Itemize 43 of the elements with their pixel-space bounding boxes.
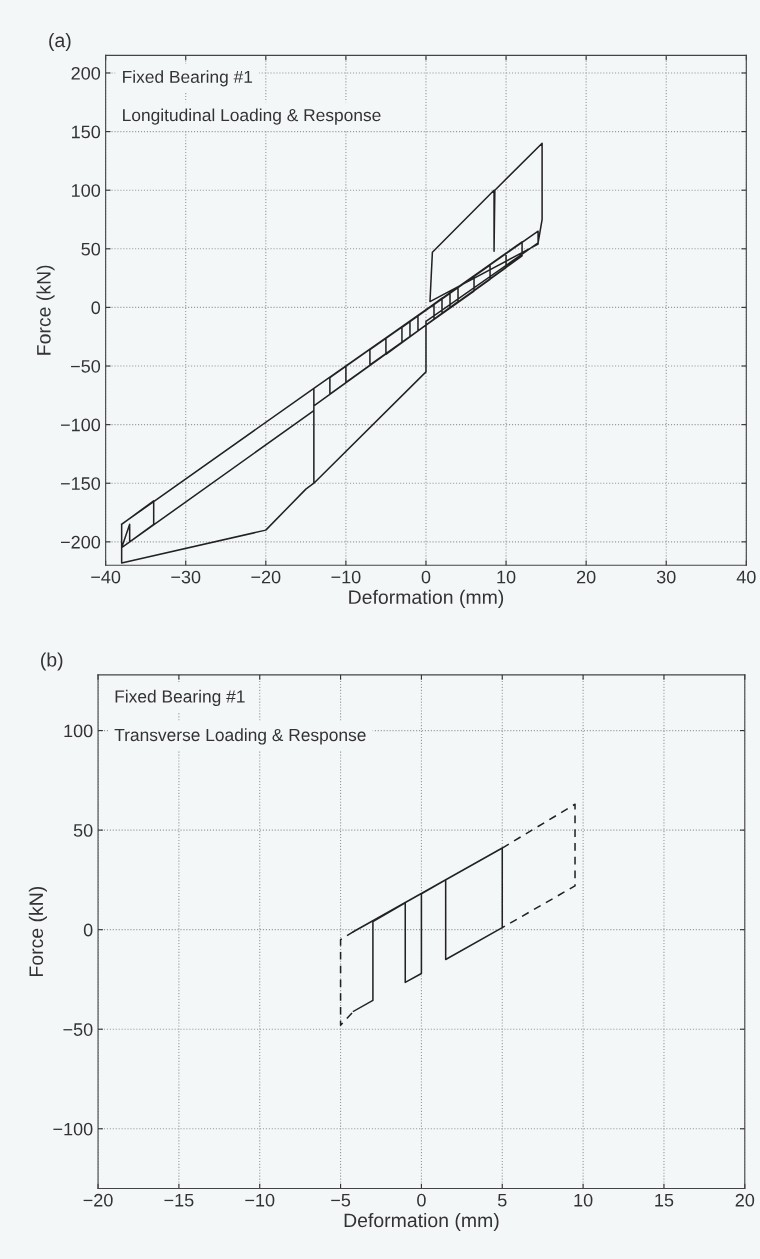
y-tick-label: −200 (61, 535, 101, 549)
annotation: Fixed Bearing #1 (123, 70, 253, 87)
x-tick-label: 15 (655, 1194, 674, 1207)
line-series (120, 142, 543, 564)
x-axis-title: Deformation (mm) (349, 589, 504, 608)
annotation: Transverse Loading & Response (114, 728, 366, 745)
x-tick-label: 5 (497, 1194, 507, 1207)
x-tick-label: −5 (331, 1194, 351, 1207)
x-tick-label: 20 (577, 570, 596, 584)
x-tick-label: 10 (497, 570, 516, 584)
x-tick-label: −20 (83, 1193, 113, 1207)
chart-title: (a) (49, 32, 71, 52)
y-axis-title: Force (kN) (28, 886, 47, 976)
y-tick-label: −150 (61, 477, 101, 490)
y-tick-label: 100 (72, 184, 101, 197)
annotation: Fixed Bearing #1 (115, 689, 245, 707)
y-tick-label: 100 (64, 724, 93, 738)
x-tick-label: 30 (656, 570, 676, 584)
y-tick-label: 50 (81, 242, 101, 256)
x-tick-label: 40 (736, 570, 756, 584)
y-tick-label: 0 (91, 301, 101, 315)
y-tick-label: −100 (53, 1122, 93, 1136)
x-tick-label: 0 (417, 1193, 426, 1207)
y-axis-title: Force (kN) (36, 265, 55, 355)
y-tick-label: 0 (83, 923, 93, 937)
annotation: Longitudinal Loading & Response (123, 108, 381, 125)
x-tick-label: 0 (421, 570, 431, 584)
y-tick-label: 50 (73, 824, 93, 837)
y-tick-label: 200 (71, 66, 101, 80)
x-axis-title: Deformation (mm) (344, 1212, 499, 1232)
x-tick-label: −10 (331, 570, 361, 584)
x-tick-label: −10 (245, 1193, 275, 1207)
x-tick-label: −40 (91, 570, 121, 584)
y-tick-label: −100 (61, 418, 101, 432)
x-tick-label: −30 (171, 570, 201, 584)
x-tick-label: 20 (735, 1193, 755, 1207)
x-tick-label: −15 (164, 1194, 194, 1207)
y-tick-label: 150 (72, 125, 101, 139)
x-tick-label: −20 (251, 570, 281, 584)
y-tick-label: −50 (63, 1023, 93, 1036)
x-tick-label: 10 (574, 1193, 593, 1207)
y-tick-label: −50 (71, 359, 101, 373)
chart-title: (b) (41, 652, 63, 671)
